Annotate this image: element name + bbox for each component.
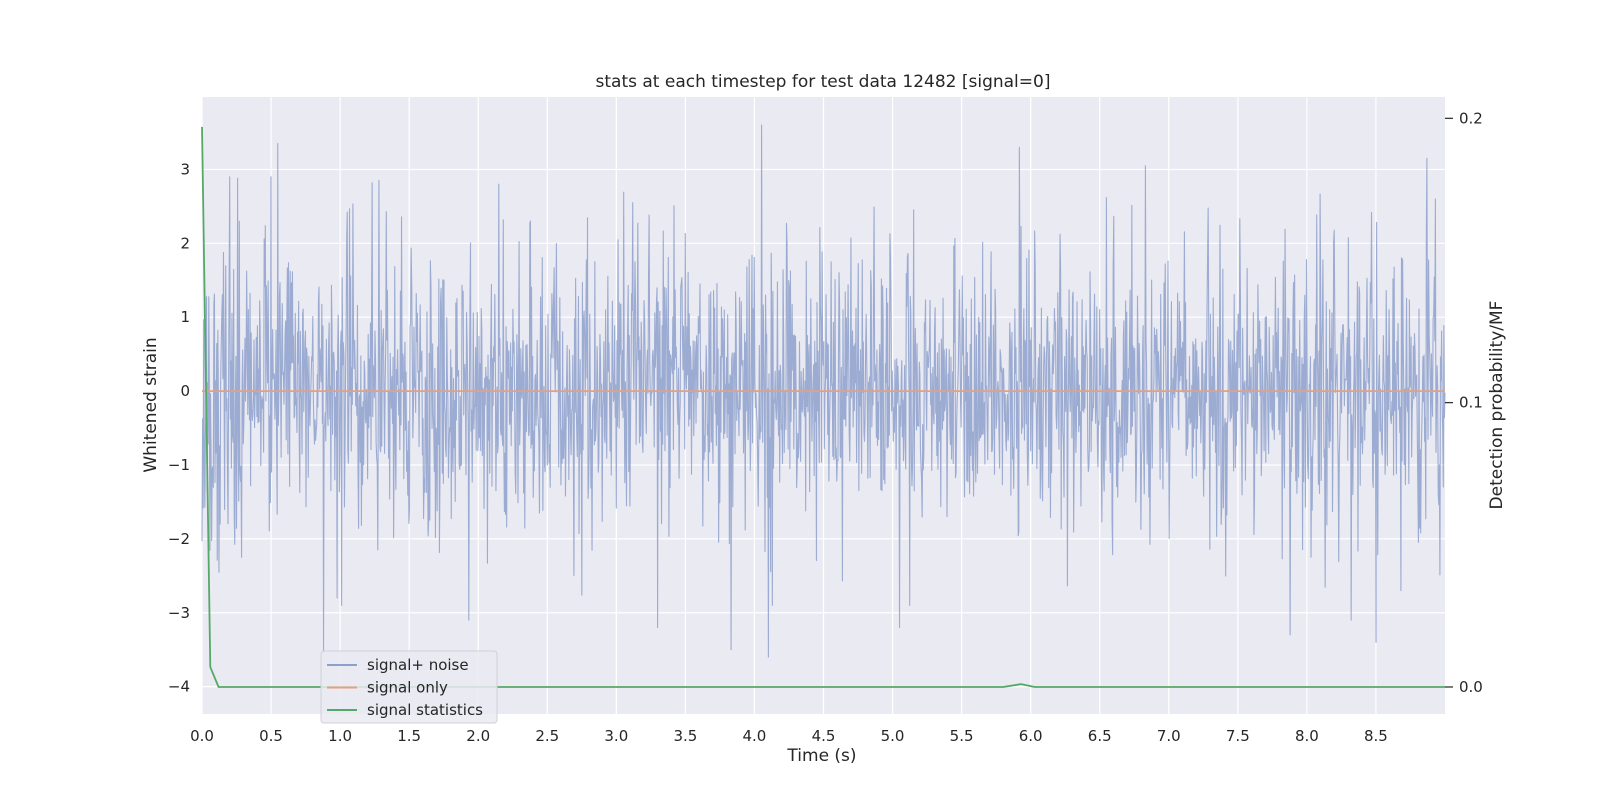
y-tick-label: 0 [180, 382, 190, 400]
y-right-tick-label: 0.2 [1459, 109, 1483, 127]
x-tick-label: 7.0 [1157, 727, 1181, 745]
x-tick-label: 2.0 [466, 727, 490, 745]
legend-box [320, 650, 498, 724]
legend: signal+ noise signal only signal statistic… [320, 650, 498, 724]
y-right-tick-label: 0.1 [1459, 394, 1483, 412]
series-line-0 [201, 124, 1446, 658]
y-axis-label-right: Detection probability/MF [1487, 301, 1507, 510]
y-axis-left: −4 −3 −2 −1 0 1 2 3 [168, 160, 190, 695]
x-tick-label: 5.0 [881, 727, 905, 745]
x-tick-label: 5.5 [950, 727, 974, 745]
x-tick-label: 2.5 [535, 727, 559, 745]
y-tick-label: −1 [168, 456, 190, 474]
legend-entry: signal+ noise [367, 656, 469, 674]
x-tick-label: 0.0 [190, 727, 214, 745]
x-tick-label: 0.5 [259, 727, 283, 745]
series-layer [201, 124, 1446, 688]
y-tick-label: 2 [180, 234, 190, 252]
y-axis-label: Whitened strain [141, 337, 161, 472]
x-tick-label: 3.5 [673, 727, 697, 745]
y-tick-label: −4 [168, 678, 190, 696]
legend-entry: signal only [367, 679, 448, 697]
x-tick-label: 3.0 [604, 727, 628, 745]
x-tick-label: 6.5 [1088, 727, 1112, 745]
x-tick-label: 6.0 [1019, 727, 1043, 745]
legend-entry: signal statistics [367, 701, 483, 719]
y-right-tick-label: 0.0 [1459, 678, 1483, 696]
x-axis-label: Time (s) [786, 746, 856, 766]
y-tick-label: −2 [168, 530, 190, 548]
y-tick-label: 1 [180, 308, 190, 326]
x-tick-label: 8.5 [1364, 727, 1388, 745]
x-tick-label: 1.5 [397, 727, 421, 745]
x-tick-label: 4.5 [812, 727, 836, 745]
y-axis-right: 0.0 0.1 0.2 [1445, 109, 1483, 696]
y-tick-label: −3 [168, 604, 190, 622]
x-tick-label: 8.0 [1295, 727, 1319, 745]
y-tick-label: 3 [180, 160, 190, 178]
x-tick-label: 1.0 [328, 727, 352, 745]
series-line-2 [201, 126, 1445, 688]
x-axis: 0.0 0.5 1.0 1.5 2.0 2.5 3.0 3.5 4.0 4.5 5.0 5.5 6.0 6… [190, 727, 1388, 745]
x-tick-label: 4.0 [743, 727, 767, 745]
chart-title: stats at each timestep for test data 124… [596, 72, 1051, 92]
x-tick-label: 7.5 [1226, 727, 1250, 745]
